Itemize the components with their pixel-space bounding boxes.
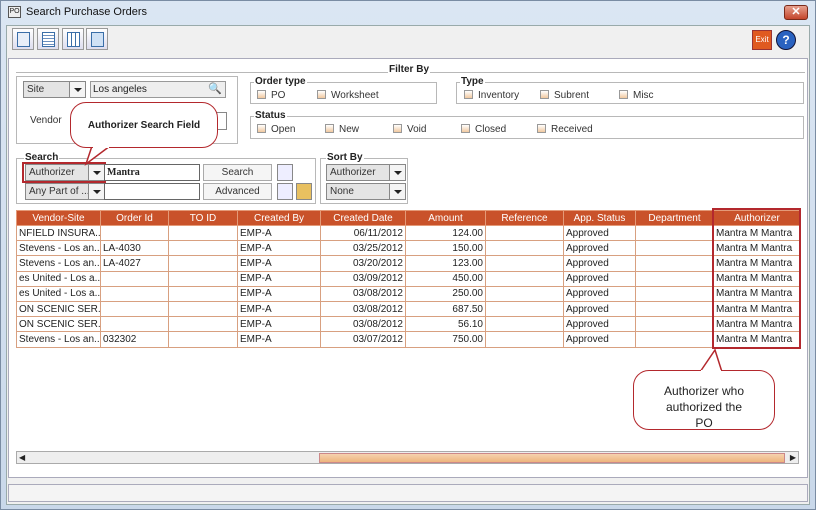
table-row[interactable]: ON SCENIC SER... EMP-A 03/08/2012 56.10 Appr… — [16, 316, 801, 333]
column-header[interactable]: App. Status — [563, 210, 636, 226]
checkbox-po[interactable]: PO — [257, 90, 285, 101]
chevron-down-icon — [389, 184, 405, 199]
site-select[interactable]: Site — [23, 81, 86, 98]
table-row[interactable]: ON SCENIC SER... EMP-A 03/08/2012 687.50 App… — [16, 300, 801, 318]
new-icon[interactable] — [12, 28, 34, 50]
table-row[interactable]: Stevens - Los an... LA-4027 EMP-A 03/20/201… — [16, 255, 801, 272]
status-group — [250, 116, 804, 139]
vendor-label: Vendor — [30, 115, 62, 126]
search-input[interactable]: Mantra — [104, 164, 200, 181]
scroll-left-icon[interactable]: ◀ — [19, 453, 26, 462]
site-value: Los angeles — [93, 84, 147, 95]
export-icon[interactable] — [296, 183, 312, 200]
checkbox-closed[interactable]: Closed — [461, 124, 506, 135]
window-title: Search Purchase Orders — [26, 6, 148, 18]
table-cell: Approved — [563, 331, 636, 348]
site-select-value: Site — [27, 84, 45, 95]
sort-primary-select[interactable]: Authorizer — [326, 164, 406, 181]
type-legend: Type — [460, 76, 485, 87]
help-button[interactable]: ? — [776, 30, 796, 50]
chevron-down-icon — [88, 165, 104, 180]
filter-legend: Filter By — [388, 64, 431, 75]
chevron-down-icon — [389, 165, 405, 180]
results-table: Vendor-Site Order Id TO ID Created By Create… — [16, 210, 801, 348]
column-header[interactable]: TO ID — [168, 210, 238, 226]
find-icon[interactable] — [277, 164, 293, 181]
grid-icon[interactable] — [62, 28, 84, 50]
title-bar: PO Search Purchase Orders ✕ — [0, 0, 816, 25]
checkbox-void[interactable]: Void — [393, 124, 426, 135]
checkbox-worksheet[interactable]: Worksheet — [317, 90, 379, 101]
authorizer-highlight — [712, 208, 801, 349]
match-select[interactable]: Any Part of ... — [25, 183, 105, 200]
column-header[interactable]: Amount — [405, 210, 486, 226]
site-input[interactable]: Los angeles 🔍 — [90, 81, 226, 98]
status-legend: Status — [254, 110, 287, 121]
table-cell: Stevens - Los an... — [16, 331, 101, 348]
column-header[interactable]: Vendor-Site — [16, 210, 101, 226]
column-header[interactable]: Reference — [485, 210, 564, 226]
sort-secondary-select[interactable]: None — [326, 183, 406, 200]
column-header[interactable]: Order Id — [100, 210, 169, 226]
scroll-right-icon[interactable]: ▶ — [789, 453, 796, 462]
search-legend: Search — [24, 152, 60, 163]
scroll-thumb[interactable] — [319, 453, 785, 463]
horizontal-scrollbar[interactable]: ◀ ▶ — [16, 451, 799, 464]
column-header[interactable]: Authorizer — [713, 210, 801, 226]
close-button[interactable]: ✕ — [784, 5, 808, 20]
checkbox-subrent[interactable]: Subrent — [540, 90, 589, 101]
order-type-group — [250, 82, 437, 104]
sort-group — [320, 158, 408, 204]
status-bar — [8, 484, 808, 502]
chevron-down-icon — [88, 184, 104, 199]
checkbox-received[interactable]: Received — [537, 124, 593, 135]
match-input[interactable] — [104, 183, 200, 200]
table-row[interactable]: Stevens - Los an... 032302 EMP-A 03/07/2012… — [16, 331, 801, 348]
search-field-select[interactable]: Authorizer — [25, 164, 105, 181]
match-value: Any Part of ... — [29, 186, 90, 197]
checkbox-open[interactable]: Open — [257, 124, 295, 135]
advanced-button[interactable]: Advanced — [203, 183, 272, 200]
exit-button[interactable]: Exit — [752, 30, 772, 50]
type-group — [456, 82, 804, 104]
order-type-legend: Order type — [254, 76, 307, 87]
document-icon[interactable] — [37, 28, 59, 50]
column-header[interactable]: Created Date — [320, 210, 406, 226]
checkbox-inventory[interactable]: Inventory — [464, 90, 519, 101]
search-field-value: Authorizer — [29, 167, 75, 178]
advanced-search-icon[interactable] — [277, 183, 293, 200]
checkbox-new[interactable]: New — [325, 124, 359, 135]
search-icon[interactable]: 🔍 — [208, 83, 222, 95]
sort-legend: Sort By — [326, 152, 364, 163]
search-document-icon[interactable] — [86, 28, 108, 50]
po-icon: PO — [8, 6, 21, 18]
chevron-down-icon — [69, 82, 85, 97]
search-button[interactable]: Search — [203, 164, 272, 181]
search-field-callout: Authorizer Search Field — [70, 102, 218, 148]
search-group — [16, 158, 316, 204]
authorizer-callout: Authorizer who authorized the PO — [633, 370, 775, 430]
checkbox-misc[interactable]: Misc — [619, 90, 654, 101]
